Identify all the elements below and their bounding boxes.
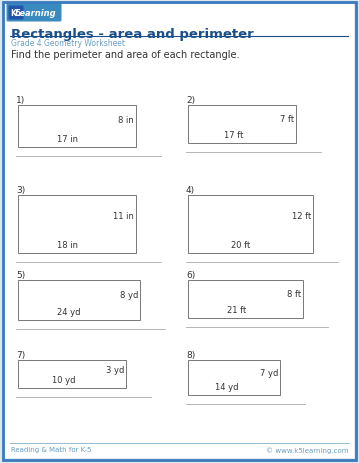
Text: 2): 2)	[186, 96, 195, 105]
Bar	[18, 281, 140, 320]
Text: Reading & Math for K-5: Reading & Math for K-5	[11, 446, 92, 452]
Text: 7 ft: 7 ft	[280, 114, 294, 124]
Bar	[188, 106, 296, 144]
FancyBboxPatch shape	[6, 4, 61, 22]
Text: 8 in: 8 in	[118, 116, 134, 125]
Text: 7): 7)	[16, 350, 25, 359]
Text: 3 yd: 3 yd	[106, 365, 124, 375]
Text: Rectangles - area and perimeter: Rectangles - area and perimeter	[11, 28, 254, 41]
Text: 8 ft: 8 ft	[287, 289, 301, 298]
Text: 12 ft: 12 ft	[292, 211, 311, 220]
Text: 11 in: 11 in	[113, 211, 134, 220]
Text: 5): 5)	[16, 270, 25, 279]
Bar	[18, 195, 136, 253]
Text: 17 in: 17 in	[57, 135, 78, 144]
Text: 14 yd: 14 yd	[215, 382, 238, 391]
Text: 20 ft: 20 ft	[231, 240, 250, 250]
Text: Learning: Learning	[15, 9, 57, 18]
Bar	[188, 360, 280, 395]
FancyBboxPatch shape	[9, 6, 23, 20]
Bar	[18, 360, 126, 388]
Bar	[18, 106, 136, 148]
Text: 4): 4)	[186, 186, 195, 194]
Text: 3): 3)	[16, 186, 25, 194]
Text: Grade 4 Geometry Worksheet: Grade 4 Geometry Worksheet	[11, 39, 125, 48]
Text: Find the perimeter and area of each rectangle.: Find the perimeter and area of each rect…	[11, 50, 239, 60]
Text: 6): 6)	[186, 270, 195, 279]
Bar	[188, 281, 303, 319]
Text: 8): 8)	[186, 350, 195, 359]
Text: 7 yd: 7 yd	[260, 368, 278, 377]
Bar	[188, 195, 313, 253]
Text: 17 ft: 17 ft	[224, 131, 243, 140]
Text: 24 yd: 24 yd	[57, 307, 81, 316]
Text: 18 in: 18 in	[57, 240, 78, 250]
Text: 8 yd: 8 yd	[120, 290, 138, 299]
Text: 1): 1)	[16, 96, 25, 105]
Text: © www.k5learning.com: © www.k5learning.com	[266, 446, 348, 453]
Text: 10 yd: 10 yd	[52, 375, 75, 384]
Text: 21 ft: 21 ft	[227, 305, 246, 314]
Text: K5: K5	[10, 9, 22, 18]
